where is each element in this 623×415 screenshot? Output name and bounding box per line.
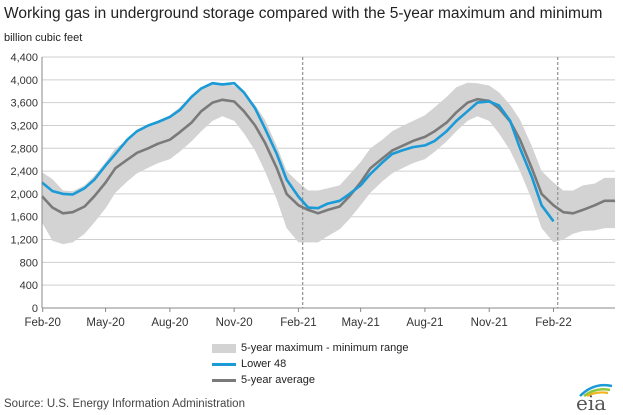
- x-tick-label: Nov-20: [216, 317, 253, 329]
- x-tick-label: Aug-21: [406, 317, 443, 329]
- legend-item-lower48: Lower 48: [212, 356, 408, 372]
- y-tick-label: 1,600: [10, 212, 38, 224]
- y-axis-unit-label: billion cubic feet: [4, 32, 83, 44]
- series-lines: [41, 81, 615, 223]
- x-tick-label: May-21: [341, 317, 379, 329]
- axes: [41, 57, 615, 312]
- logo-arc-green: [583, 388, 611, 398]
- logo-arc-blue: [579, 383, 613, 397]
- range-swatch: [212, 343, 236, 353]
- chart-title: Working gas in underground storage compa…: [4, 5, 603, 22]
- range-band: [42, 82, 615, 245]
- source-note: Source: U.S. Energy Information Administ…: [4, 398, 245, 410]
- legend-label-lower48: Lower 48: [241, 358, 287, 370]
- logo-arc-yellow: [586, 391, 609, 397]
- x-tick-label: Feb-22: [535, 317, 571, 329]
- y-tick-label: 3,200: [10, 120, 38, 132]
- y-tick-label: 800: [20, 257, 38, 269]
- vertical-markers: [301, 57, 559, 308]
- y-tick-label: 4,000: [10, 75, 38, 87]
- legend-label-range: 5-year maximum - minimum range: [241, 342, 409, 354]
- y-tick-label: 2,400: [10, 166, 38, 178]
- y-tick-label: 4,400: [10, 52, 38, 64]
- y-tick-label: 1,200: [10, 235, 38, 247]
- logo-text: eia: [576, 391, 606, 412]
- y-tick-labels: 0 400 800 1,200 1,600 2,000 2,400 2,800 3,200 3,6…: [10, 52, 38, 315]
- average-swatch: [212, 378, 236, 382]
- y-tick-label: 2,000: [10, 189, 38, 201]
- eia-logo: eia: [576, 383, 613, 412]
- lower48-line: [41, 81, 555, 223]
- legend-item-range: 5-year maximum - minimum range: [212, 340, 408, 356]
- x-tick-label: May-20: [86, 317, 124, 329]
- x-tick-label: Aug-20: [151, 317, 188, 329]
- x-tick-label: Feb-21: [280, 317, 316, 329]
- legend: 5-year maximum - minimum range Lower 48 …: [212, 340, 408, 388]
- y-tick-label: 400: [20, 280, 38, 292]
- lower48-swatch: [212, 362, 236, 366]
- y-tick-label: 0: [32, 303, 38, 315]
- average-line: [41, 97, 615, 215]
- y-tick-label: 3,600: [10, 98, 38, 110]
- x-tick-label: Feb-20: [24, 317, 60, 329]
- range-band-area: [42, 82, 615, 245]
- y-tick-label: 2,800: [10, 143, 38, 155]
- legend-item-average: 5-year average: [212, 372, 408, 388]
- x-tick-labels: Feb-20 May-20 Aug-20 Nov-20 Feb-21 May-21 Aug-…: [24, 317, 571, 329]
- x-tick-label: Nov-21: [471, 317, 508, 329]
- legend-label-average: 5-year average: [241, 374, 315, 386]
